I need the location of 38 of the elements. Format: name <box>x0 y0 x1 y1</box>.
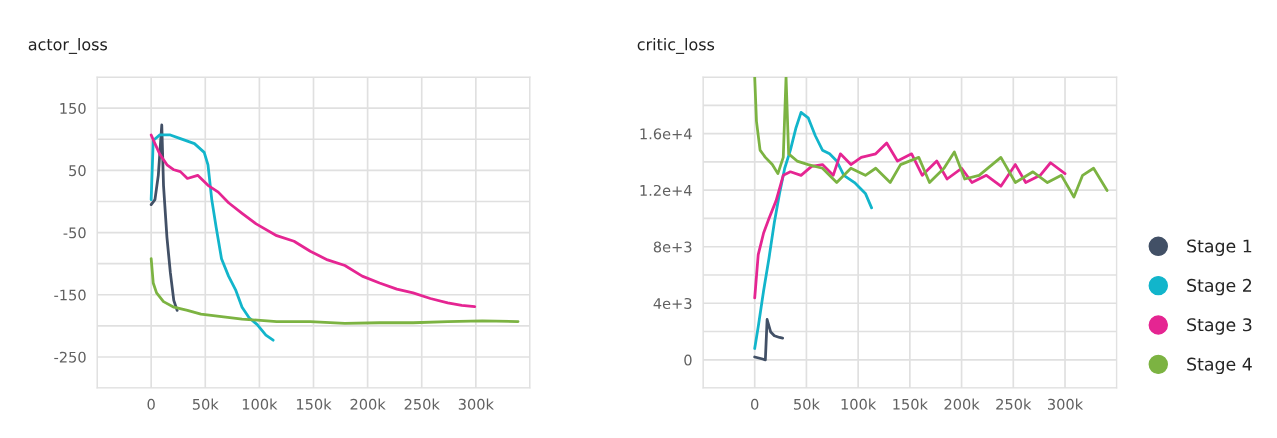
x-tick-label: 250k <box>996 398 1032 410</box>
line-series <box>149 123 179 312</box>
line-series <box>753 318 785 362</box>
x-tick-label: 50k <box>794 398 820 410</box>
x-tick-label: 300k <box>1047 398 1084 410</box>
x-tick-label: 0 <box>147 398 155 410</box>
y-tick-label: 150 <box>60 102 86 114</box>
y-tick-label: -250 <box>54 351 86 363</box>
x-tick-label: 250k <box>404 398 440 410</box>
x-tick-label: 200k <box>944 398 980 410</box>
legend-label: Stage 3 <box>1187 318 1252 335</box>
y-tick-label: 0 <box>684 354 692 366</box>
line-series <box>753 111 873 350</box>
y-tick-label: 1.6e+4 <box>640 128 692 140</box>
x-tick-label: 100k <box>841 398 877 410</box>
y-tick-label: 50 <box>69 165 86 177</box>
legend-label: Stage 2 <box>1187 278 1252 296</box>
line-series <box>149 133 477 308</box>
line-series <box>753 77 1109 199</box>
x-tick-label: 50k <box>192 398 219 410</box>
line-series <box>753 141 1067 300</box>
line-series <box>149 257 520 325</box>
y-tick-label: 8e+3 <box>653 241 692 253</box>
x-tick-label: 100k <box>242 398 278 410</box>
chart-title: critic_loss <box>637 38 715 54</box>
y-tick-label: 4e+3 <box>653 297 692 309</box>
x-tick-label: 0 <box>751 398 759 410</box>
x-tick-label: 200k <box>350 398 386 410</box>
legend-label: Stage 4 <box>1187 357 1252 375</box>
x-tick-label: 150k <box>893 398 928 410</box>
y-tick-label: 1.2e+4 <box>640 184 692 196</box>
line-series <box>149 133 275 342</box>
x-tick-label: 300k <box>458 398 494 410</box>
x-tick-label: 150k <box>296 398 332 410</box>
y-tick-label: -150 <box>54 289 86 301</box>
chart-title: actor_loss <box>28 38 108 54</box>
y-tick-label: -50 <box>63 227 86 239</box>
legend-label: Stage 1 <box>1187 239 1252 256</box>
